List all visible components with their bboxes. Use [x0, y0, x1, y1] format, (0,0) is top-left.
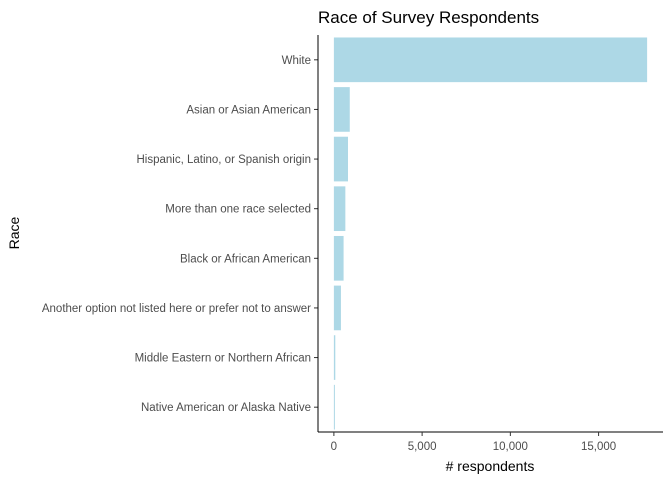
bar — [333, 235, 344, 281]
category-label: Black or African American — [180, 253, 311, 265]
bar — [333, 285, 341, 331]
x-tick-label: 10,000 — [493, 441, 528, 453]
category-label: Another option not listed here or prefer… — [42, 303, 311, 315]
x-axis-title: # respondents — [446, 458, 535, 474]
x-tick-label: 5,000 — [408, 441, 437, 453]
category-label: Asian or Asian American — [186, 104, 311, 116]
x-tick-label: 0 — [331, 441, 337, 453]
bar — [333, 186, 346, 232]
category-label: Middle Eastern or Northern African — [135, 353, 311, 365]
x-axis-ticks: 0 5,000 10,000 15,000 — [331, 432, 616, 453]
category-label: Hispanic, Latino, or Spanish origin — [136, 154, 311, 166]
bars-layer — [333, 37, 648, 430]
category-label: White — [282, 55, 311, 67]
bar — [333, 136, 348, 182]
bar — [333, 37, 648, 83]
category-labels: White Asian or Asian American Hispanic, La… — [42, 55, 318, 414]
category-label: Native American or Alaska Native — [141, 402, 311, 414]
chart-title: Race of Survey Respondents — [318, 8, 539, 27]
category-label: More than one race selected — [165, 204, 311, 216]
bar — [333, 87, 350, 132]
bar — [333, 335, 336, 380]
bar — [333, 384, 335, 430]
y-axis-title: Race — [6, 216, 22, 249]
x-tick-label: 15,000 — [581, 441, 616, 453]
